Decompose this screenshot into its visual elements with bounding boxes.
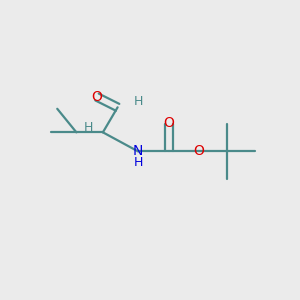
Text: O: O <box>92 90 102 104</box>
Text: H: H <box>84 121 93 134</box>
Text: N: N <box>133 145 143 158</box>
Text: O: O <box>193 145 204 158</box>
Text: O: O <box>164 116 175 130</box>
Text: H: H <box>134 95 143 108</box>
Text: H: H <box>134 156 143 169</box>
